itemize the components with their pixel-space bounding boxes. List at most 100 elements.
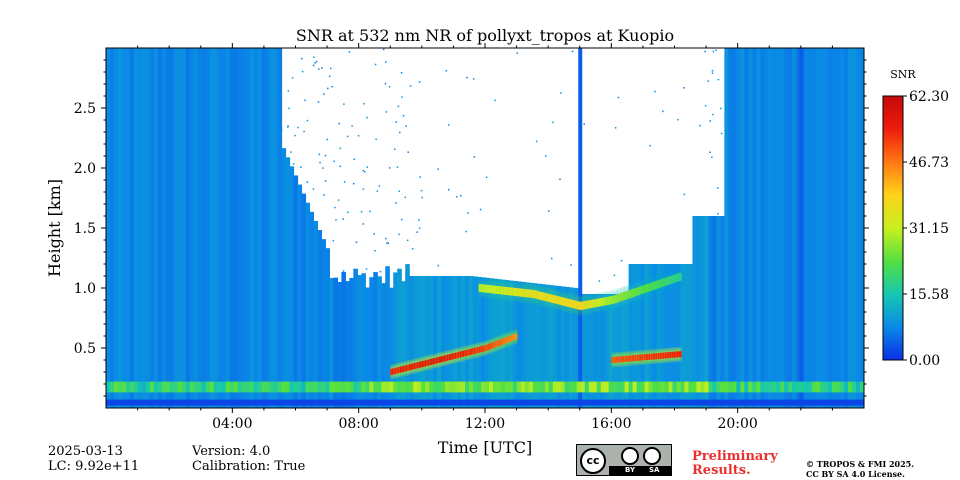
surface-layer-cell: [568, 381, 574, 393]
layer-core: [676, 351, 680, 358]
surface-layer-cell: [640, 381, 646, 393]
noise-dot: [699, 124, 701, 127]
noise-dot: [711, 156, 713, 158]
x-tick-label: 16:00: [591, 416, 631, 432]
layer-core: [506, 337, 508, 343]
layer-core: [545, 293, 548, 302]
noise-dot: [376, 190, 379, 192]
surface-layer-cell: [441, 381, 446, 393]
layer-core: [580, 301, 583, 310]
data-column: [385, 266, 390, 408]
data-column: [469, 276, 474, 408]
data-column: [776, 48, 781, 408]
surface-layer-cell: [277, 381, 283, 393]
colorbar-tick-label: 0.00: [909, 353, 940, 369]
layer-core: [443, 355, 447, 362]
layer-core: [391, 368, 395, 375]
layer-core: [650, 353, 654, 360]
layer-core: [464, 350, 467, 357]
layer-core: [650, 282, 654, 291]
layer-core: [505, 287, 509, 295]
noise-dot: [312, 64, 315, 67]
surface-layer-cell: [680, 381, 686, 393]
layer-core: [462, 350, 466, 357]
noise-dot: [313, 56, 315, 59]
surface-layer-cell: [496, 381, 502, 393]
noise-dot: [374, 250, 376, 252]
layer-core: [622, 356, 627, 362]
layer-core: [634, 288, 638, 296]
data-column: [540, 284, 546, 408]
data-column: [249, 48, 255, 408]
data-column: [313, 220, 319, 408]
noise-dot: [571, 50, 574, 53]
layer-core: [643, 284, 647, 293]
data-column: [852, 48, 857, 408]
data-column: [106, 48, 111, 408]
data-column: [453, 276, 458, 408]
layer-core: [491, 285, 494, 294]
data-column: [169, 48, 175, 408]
layer-core: [565, 298, 568, 307]
layer-core: [475, 347, 478, 354]
x-tick-label: 04:00: [212, 416, 252, 432]
data-column: [209, 48, 215, 408]
surface-layer-cell: [453, 381, 458, 393]
data-column: [329, 277, 334, 408]
noise-dot: [328, 75, 331, 78]
surface-layer-cell: [217, 381, 223, 393]
surface-layer-cell: [800, 381, 805, 393]
data-column: [205, 48, 211, 408]
surface-layer-cell: [736, 381, 741, 393]
layer-core: [641, 285, 645, 294]
layer-core: [519, 288, 523, 297]
surface-layer-cell: [169, 381, 175, 393]
license-sa: SA: [649, 466, 660, 474]
surface-layer-cell: [492, 381, 498, 393]
surface-layer-cell: [106, 381, 111, 393]
layer-core: [393, 368, 396, 375]
surface-layer-cell: [816, 381, 821, 393]
preliminary-line2: Results.: [692, 463, 751, 478]
surface-layer-cell: [812, 381, 817, 393]
layer-core: [407, 364, 410, 371]
data-column: [756, 48, 761, 408]
layer-core: [523, 289, 527, 297]
layer-core: [440, 356, 444, 363]
layer-core: [485, 345, 487, 351]
noise-dot: [704, 50, 706, 53]
layer-core: [514, 288, 518, 296]
layer-core: [402, 365, 406, 372]
surface-layer-cell: [301, 381, 307, 393]
surface-layer-cell: [385, 381, 390, 393]
data-column: [265, 48, 271, 408]
noise-dot: [326, 138, 329, 141]
noise-dot: [395, 121, 397, 123]
noise-dot: [709, 151, 711, 154]
noise-dot: [355, 241, 358, 243]
layer-core: [639, 286, 643, 295]
layer-core: [513, 334, 516, 341]
noise-dot: [401, 218, 403, 221]
data-column: [273, 48, 279, 408]
surface-layer-cell: [676, 381, 682, 393]
surface-layer-cell: [141, 381, 147, 393]
layer-core: [548, 294, 551, 302]
noise-dot: [395, 202, 397, 204]
noise-dot: [717, 212, 719, 215]
noise-dot: [378, 286, 380, 288]
data-column: [752, 48, 757, 408]
noise-dot: [683, 87, 685, 89]
layer-core: [486, 344, 488, 351]
data-column: [564, 286, 570, 408]
creative-commons-icon: cc: [580, 448, 606, 474]
data-column: [644, 264, 650, 408]
surface-layer-cell: [265, 381, 271, 393]
noise-dot: [375, 138, 377, 141]
layer-core: [567, 298, 570, 307]
noise-dot: [301, 70, 304, 73]
layer-core: [581, 301, 584, 310]
data-column: [473, 276, 478, 408]
noise-dot: [318, 153, 321, 156]
layer-core: [643, 354, 647, 361]
